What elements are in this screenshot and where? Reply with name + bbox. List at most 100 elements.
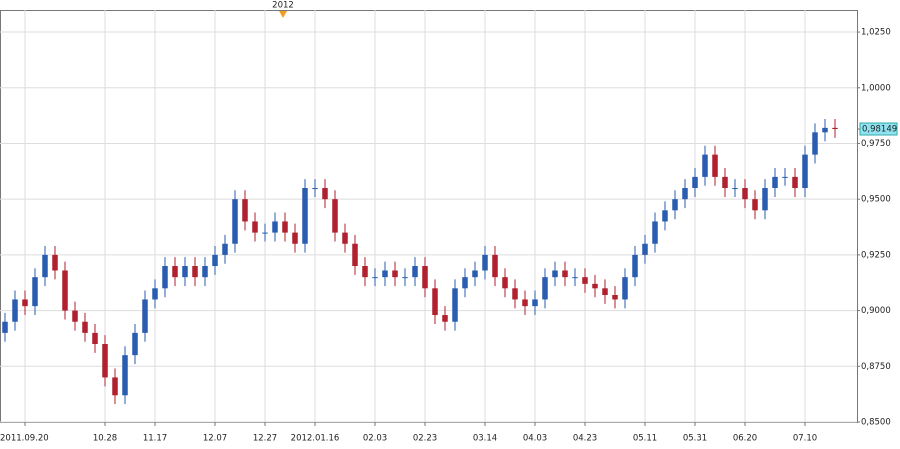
candle-body bbox=[72, 310, 78, 322]
candle-body bbox=[482, 254, 488, 271]
candle-body bbox=[492, 254, 498, 278]
candle-body bbox=[162, 266, 168, 289]
x-tick-label: 10.28 bbox=[93, 434, 117, 444]
x-tick-label: 12.27 bbox=[253, 434, 277, 444]
candle-body bbox=[122, 355, 128, 396]
candle-body bbox=[552, 270, 558, 278]
candle-body bbox=[22, 299, 28, 307]
candle-body bbox=[302, 188, 308, 244]
x-tick-label: 02.03 bbox=[363, 434, 387, 444]
x-tick-label: 12.07 bbox=[203, 434, 227, 444]
candle-body bbox=[522, 299, 528, 307]
candle-body bbox=[112, 377, 118, 396]
candle-body bbox=[342, 232, 348, 244]
candle-body bbox=[672, 199, 678, 211]
candle-body bbox=[722, 176, 728, 189]
x-tick-label: 02.23 bbox=[413, 434, 437, 444]
candle-body bbox=[632, 254, 638, 278]
x-tick-label: 07.10 bbox=[793, 434, 817, 444]
candle-body bbox=[822, 127, 828, 133]
candle-body bbox=[512, 288, 518, 300]
x-tick-label: 05.11 bbox=[633, 434, 657, 444]
candle-body bbox=[712, 154, 718, 177]
candle-body bbox=[262, 232, 268, 234]
candle-body bbox=[692, 176, 698, 189]
candle-body bbox=[182, 266, 188, 278]
candle-body bbox=[452, 288, 458, 322]
candle-body bbox=[532, 299, 538, 307]
candle-body bbox=[202, 266, 208, 278]
header-label: 2012 bbox=[272, 1, 294, 11]
candle-body bbox=[292, 232, 298, 244]
candle-body bbox=[12, 299, 18, 322]
y-tick-label: 1,0250 bbox=[861, 28, 891, 38]
candle-body bbox=[362, 266, 368, 278]
candle-body bbox=[62, 270, 68, 311]
candle-body bbox=[582, 277, 588, 284]
x-tick-label: 11.17 bbox=[143, 434, 167, 444]
candle-body bbox=[502, 277, 508, 289]
candle-body bbox=[572, 277, 578, 279]
candle-body bbox=[332, 199, 338, 233]
last-price-label: 0,98149 bbox=[862, 125, 897, 135]
candle-body bbox=[782, 176, 788, 178]
candle-body bbox=[392, 270, 398, 278]
candle-body bbox=[622, 277, 628, 300]
candle-body bbox=[642, 243, 648, 255]
candle-body bbox=[232, 199, 238, 244]
y-tick-label: 0,9750 bbox=[861, 139, 891, 149]
candle-body bbox=[272, 221, 278, 233]
candle-body bbox=[592, 283, 598, 289]
candle-body bbox=[322, 188, 328, 200]
candle-body bbox=[662, 210, 668, 222]
candle-body bbox=[92, 332, 98, 345]
candle-body bbox=[242, 199, 248, 222]
candle-body bbox=[152, 288, 158, 300]
candle-body bbox=[772, 176, 778, 189]
candle-body bbox=[422, 266, 428, 289]
candle-body bbox=[192, 266, 198, 278]
candle-body bbox=[812, 132, 818, 155]
y-tick-label: 0,8750 bbox=[861, 362, 891, 372]
candle-body bbox=[602, 288, 608, 295]
candle-body bbox=[382, 270, 388, 278]
candle-body bbox=[132, 332, 138, 356]
candle-body bbox=[832, 127, 838, 129]
candle-body bbox=[542, 277, 548, 300]
candle-body bbox=[102, 344, 108, 378]
candle-body bbox=[212, 254, 218, 267]
last-price-box bbox=[859, 122, 898, 136]
candle-body bbox=[42, 254, 48, 278]
candle-body bbox=[702, 154, 708, 177]
x-tick-label: 2012.01.16 bbox=[291, 434, 340, 444]
candle-body bbox=[402, 277, 408, 279]
candle-body bbox=[82, 321, 88, 333]
candle-body bbox=[472, 270, 478, 278]
x-tick-label: 04.03 bbox=[523, 434, 547, 444]
candle-body bbox=[742, 188, 748, 200]
x-tick-label: 2011.09.20 bbox=[0, 434, 49, 444]
y-tick-label: 0,9000 bbox=[861, 306, 891, 316]
candle-body bbox=[312, 188, 318, 190]
candle-body bbox=[282, 221, 288, 233]
candle-body bbox=[562, 270, 568, 278]
candle-body bbox=[612, 294, 618, 300]
candle-body bbox=[252, 221, 258, 233]
candle-body bbox=[142, 299, 148, 333]
candle-body bbox=[432, 288, 438, 316]
candle-body bbox=[762, 188, 768, 211]
candle-body bbox=[52, 254, 58, 271]
candle-body bbox=[442, 315, 448, 322]
candle-body bbox=[652, 221, 658, 244]
candle-body bbox=[352, 243, 358, 267]
candle-body bbox=[222, 243, 228, 255]
header-marker bbox=[279, 11, 287, 18]
candle-body bbox=[412, 266, 418, 278]
candle-body bbox=[802, 154, 808, 189]
candle-body bbox=[2, 321, 8, 333]
y-tick-label: 0,9250 bbox=[861, 250, 891, 260]
x-tick-label: 03.14 bbox=[473, 434, 497, 444]
y-tick-label: 0,9500 bbox=[861, 195, 891, 205]
